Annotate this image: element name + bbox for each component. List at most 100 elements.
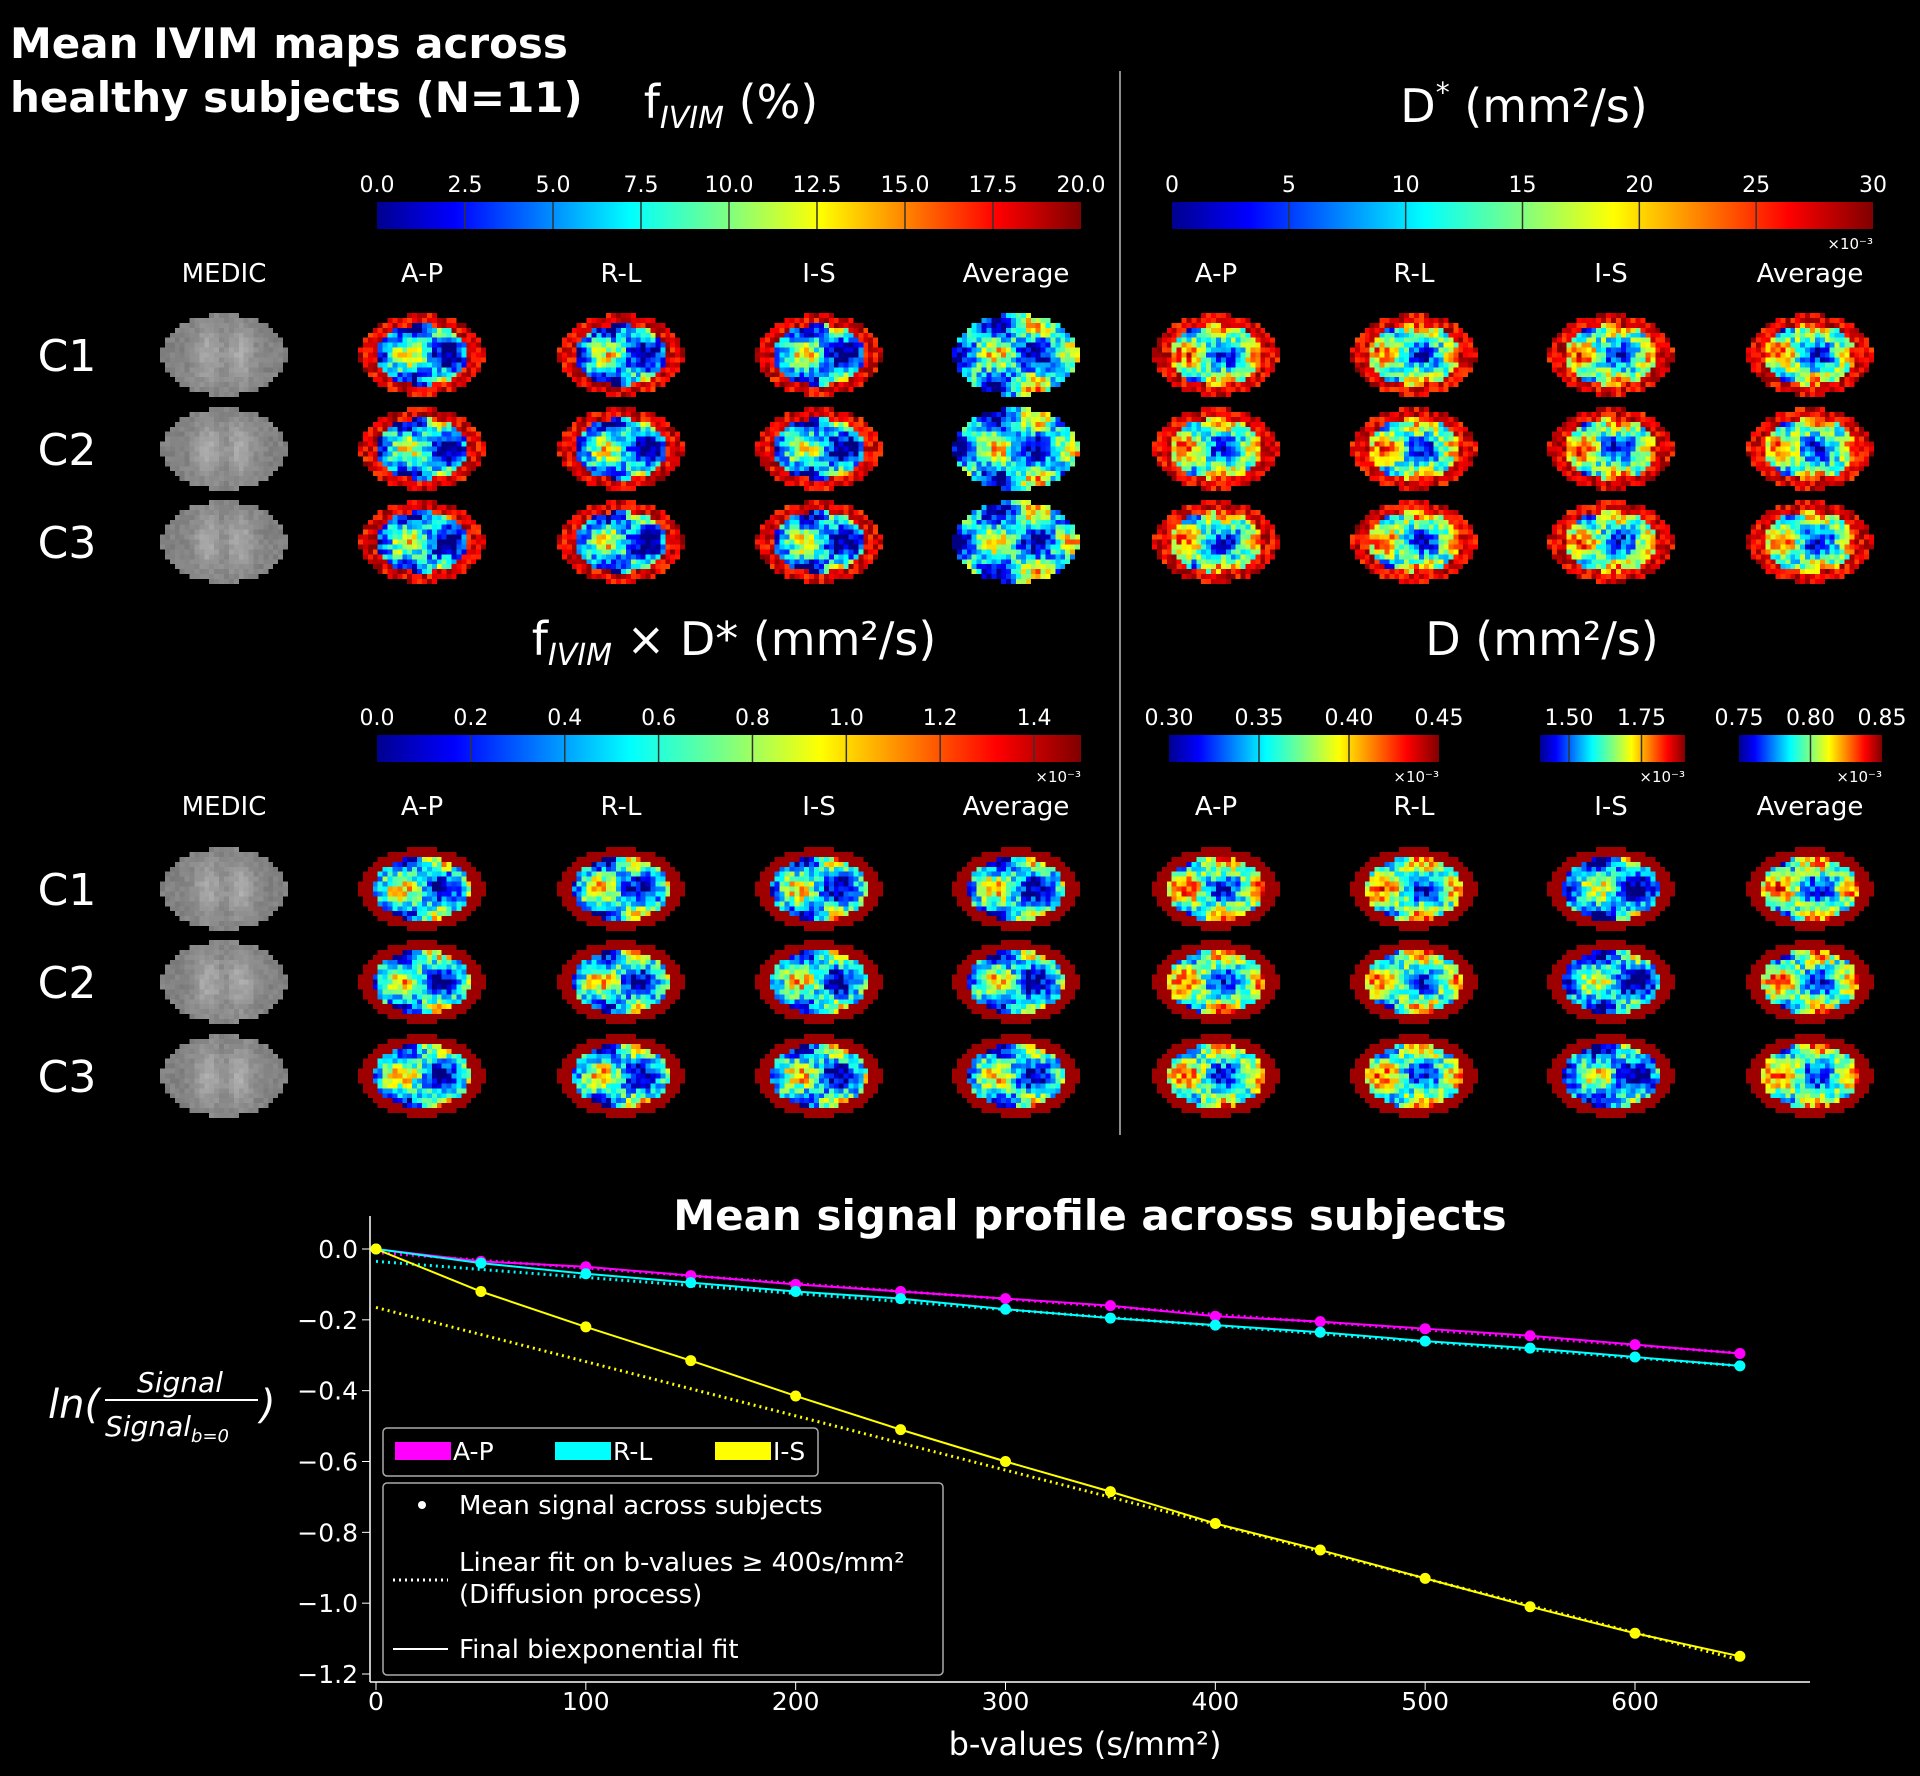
colorbar-tick-label: 15.0 [881,173,930,198]
medic-image [160,940,288,1024]
parameter-map [1350,847,1478,931]
medic-image [160,313,288,397]
colorbar-multiplier: ×10⁻³ [1836,768,1882,786]
parameter-map [952,407,1080,491]
data-point [580,1268,592,1280]
x-tick-label: 600 [1611,1687,1659,1716]
biexponential-fit-line [375,1248,1741,1658]
y-axis-label: ln(Signal Signalb=0) [48,1366,276,1447]
linear-fit-line [375,1305,1741,1662]
colorbar-tick-label: 0.6 [641,706,676,731]
legend-label: (Diffusion process) [459,1580,702,1610]
colorbar-tick-label: 0.35 [1235,706,1284,731]
column-label: R-L [1394,792,1435,822]
medic-image [160,1034,288,1118]
parameter-map [1746,500,1874,584]
column-label: R-L [1394,259,1435,289]
colorbar-tick-label: 5.0 [536,173,571,198]
panel-title-d: D (mm²/s) [1425,612,1658,666]
parameter-map [1350,407,1478,491]
x-tick-label: 400 [1191,1687,1239,1716]
x-tick-label: 500 [1401,1687,1449,1716]
data-point [790,1286,802,1297]
legend-marker-dot [418,1501,426,1509]
parameter-map [1350,1034,1478,1118]
column-label: MEDIC [182,792,267,822]
row-label: C1 [38,331,97,382]
series-i-s [370,1243,1746,1662]
data-point [1209,1517,1221,1529]
colorbar-tick-label: 15 [1509,173,1537,198]
colorbar-tick-label: 1.2 [923,706,958,731]
column-label: I-S [1594,259,1628,289]
colorbar-tick-label: 0.75 [1715,706,1764,731]
column-label: A-P [1195,792,1237,822]
colorbar [1540,735,1685,762]
colorbar-tick-label: 1.75 [1617,706,1666,731]
y-tick-label: −0.6 [297,1448,358,1477]
parameter-map [557,313,685,397]
parameter-map [1350,313,1478,397]
data-point [475,1286,487,1297]
parameter-map [952,1034,1080,1118]
data-point [1209,1310,1221,1322]
colorbar-multiplier: ×10⁻³ [1035,768,1081,786]
legend-label: Mean signal across subjects [459,1491,823,1521]
data-point [1524,1601,1536,1613]
colorbar-tick-label: 1.50 [1545,706,1594,731]
column-label: Average [1757,792,1864,822]
column-label: I-S [802,792,836,822]
colorbar-tick-label: 30 [1859,173,1887,198]
colorbar-tick-label: 7.5 [624,173,659,198]
colorbar-tick-label: 0.4 [547,706,582,731]
parameter-map [1152,847,1280,931]
series-r-l [370,1243,1746,1372]
colorbar-tick-label: 10 [1392,173,1420,198]
parameter-map [557,500,685,584]
data-point [1314,1544,1326,1556]
parameter-map [358,500,486,584]
legend-label: I-S [773,1437,805,1466]
medic-image [160,407,288,491]
y-tick-label: 0.0 [318,1235,358,1264]
data-point [1104,1300,1116,1312]
data-point [685,1277,697,1289]
parameter-map [358,313,486,397]
parameter-map [1547,1034,1675,1118]
colorbar-tick-label: 0.2 [453,706,488,731]
data-point [895,1424,907,1436]
colorbar-tick-label: 20.0 [1057,173,1106,198]
signal-profile-chart: Mean signal profile across subjects 0 100 2… [48,1191,1810,1763]
parameter-map [755,500,883,584]
parameter-map [755,313,883,397]
data-point [580,1321,592,1333]
parameter-map [557,407,685,491]
data-point [1104,1312,1116,1324]
x-tick-label: 0 [368,1687,384,1716]
x-tick-label: 300 [982,1687,1030,1716]
colorbar-tick-label: 0.80 [1786,706,1835,731]
row-label: C3 [38,1052,97,1103]
parameter-map [755,940,883,1024]
data-point [1209,1319,1221,1331]
data-point [1734,1650,1746,1662]
legend-label: R-L [613,1437,652,1466]
y-label-denominator: Signalb=0 [105,1410,229,1447]
data-point [475,1257,487,1269]
x-axis-label: b-values (s/mm²) [949,1725,1222,1763]
parameter-map [358,407,486,491]
colorbar-multiplier: ×10⁻³ [1827,235,1873,253]
parameter-map [952,847,1080,931]
colorbar-tick-label: 0.45 [1415,706,1464,731]
panel-title-fivim-dstar: fIVIM × D* (mm²/s) [532,612,937,673]
parameter-map [952,940,1080,1024]
parameter-map [557,847,685,931]
colorbar-tick-label: 5 [1282,173,1296,198]
column-label: I-S [802,259,836,289]
parameter-map [1152,940,1280,1024]
grid-labels: MEDIC A-P R-L I-S Average A-P R-L I-S Average MED… [38,259,1864,1103]
column-label: A-P [401,792,443,822]
parameter-map [1547,407,1675,491]
colorbar-tick-label: 25 [1742,173,1770,198]
